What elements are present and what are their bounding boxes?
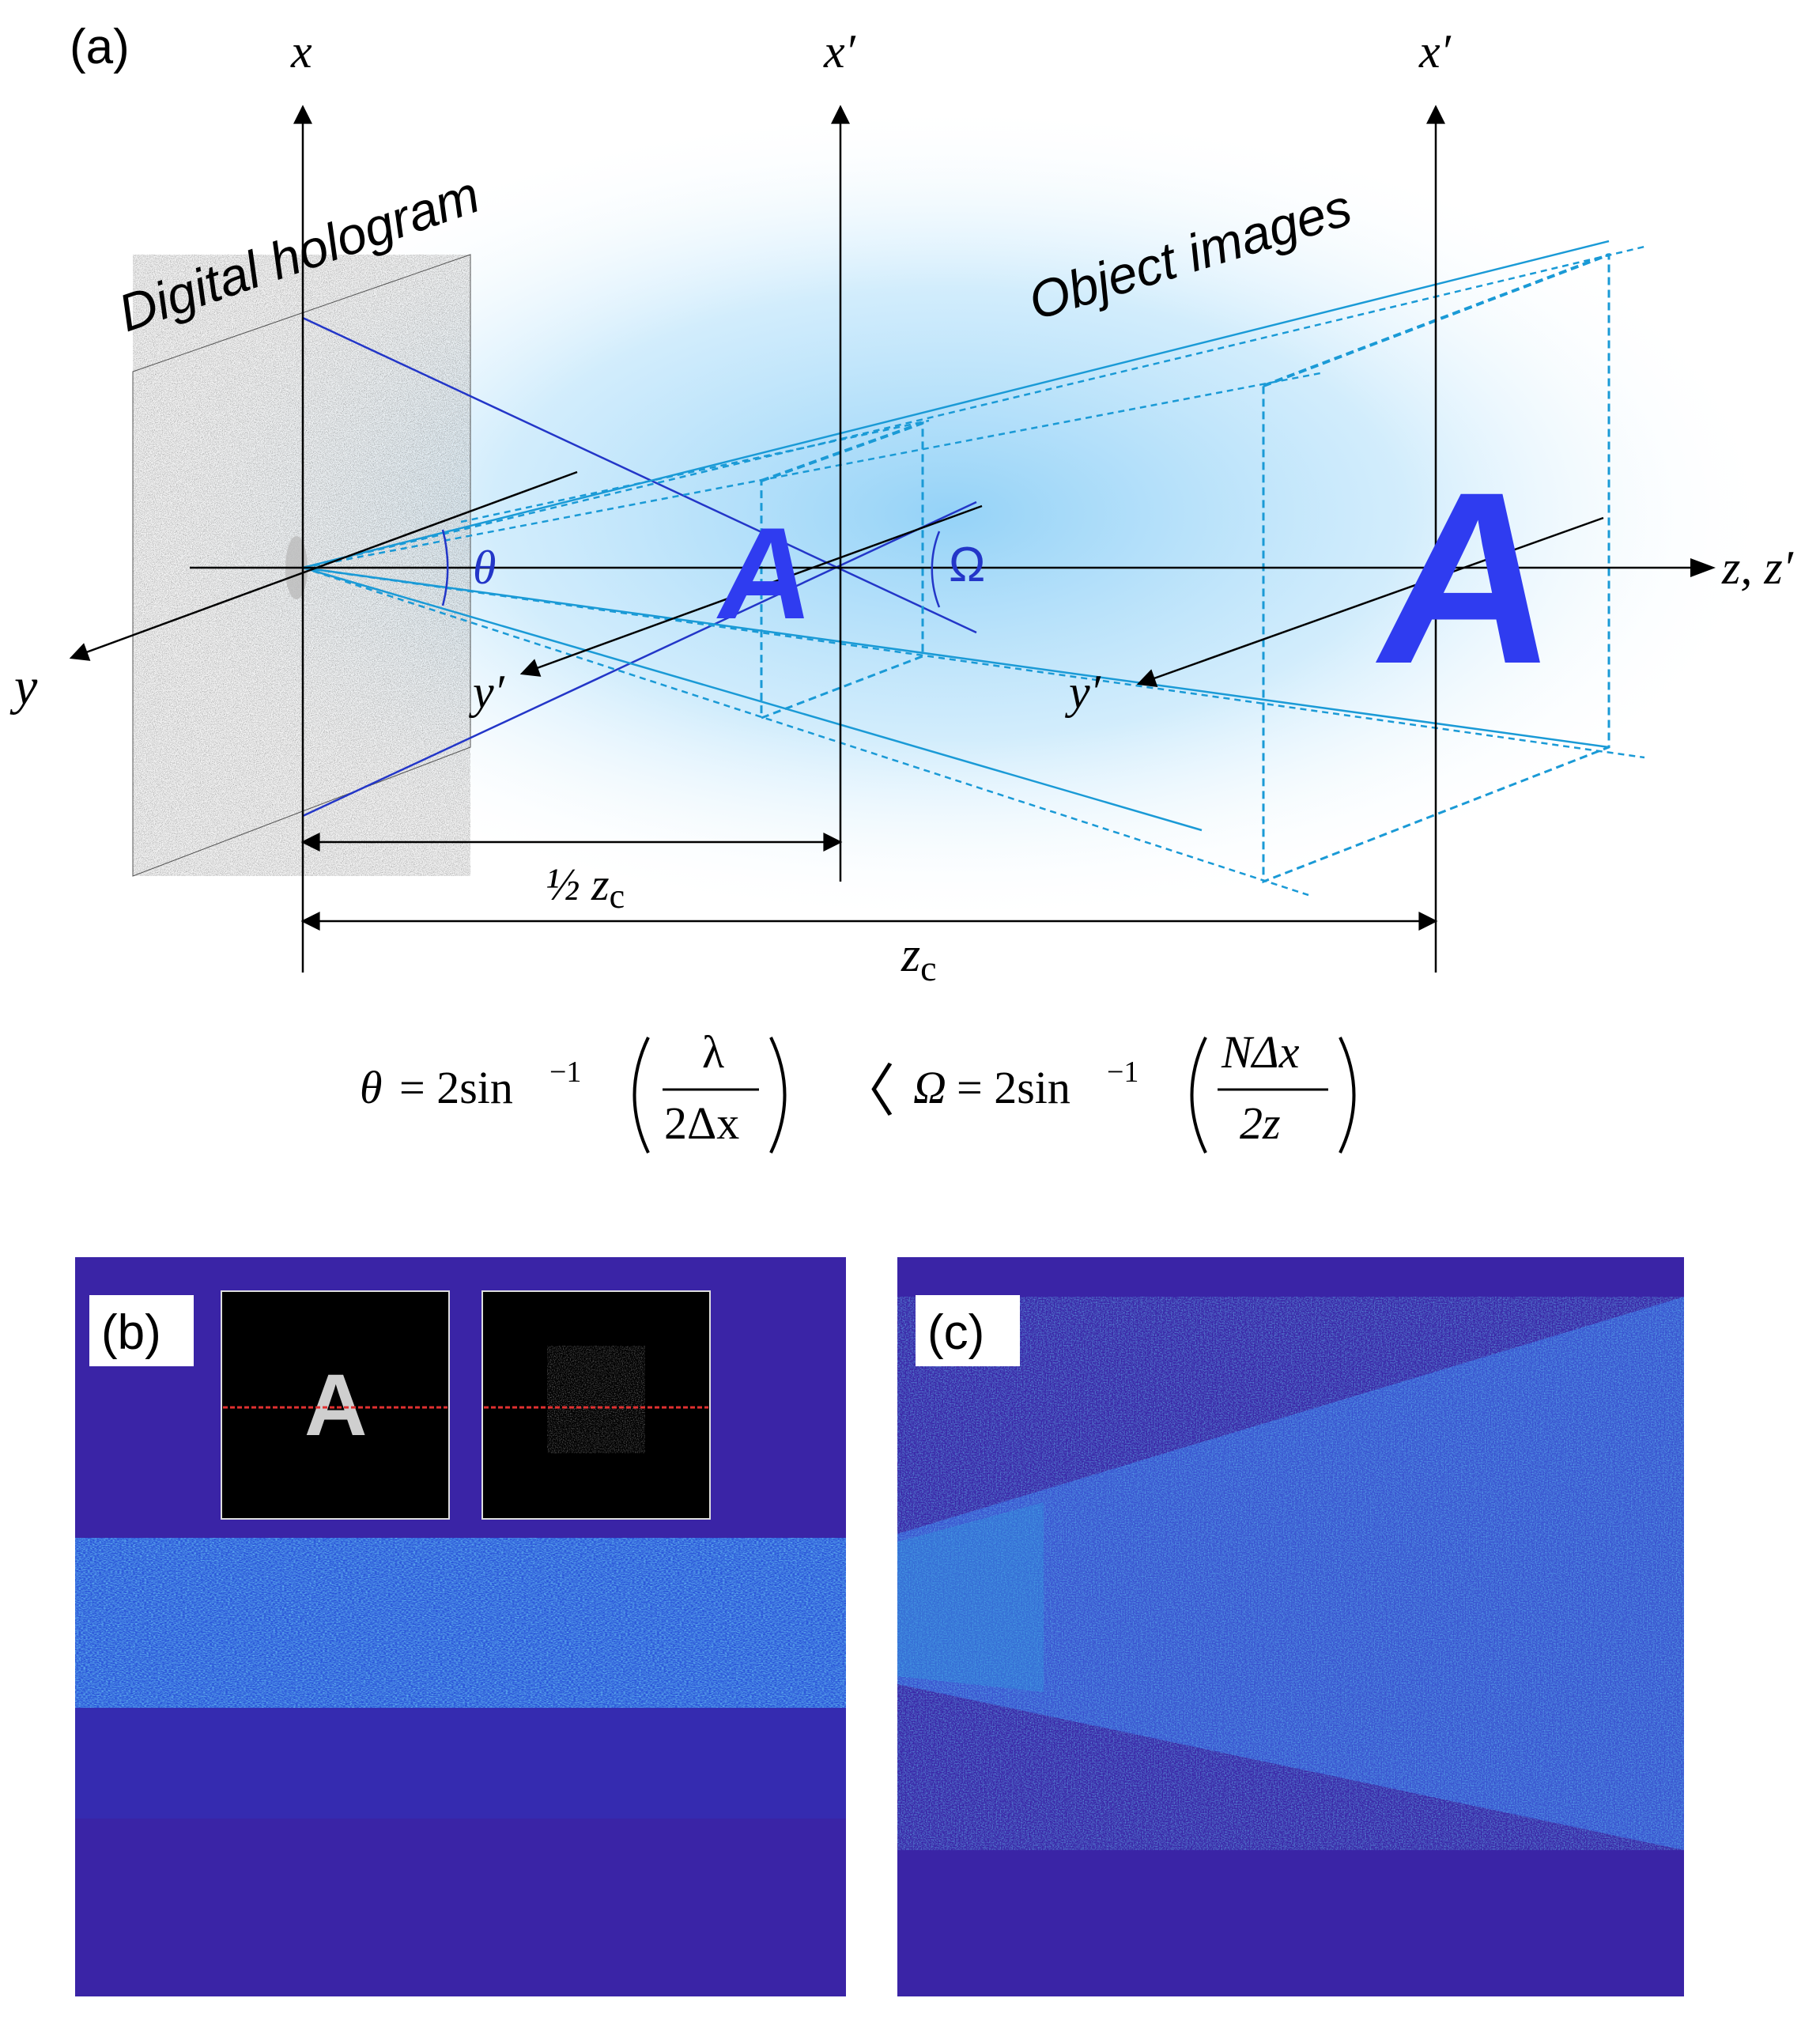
formula-paren-l2 bbox=[1190, 1037, 1207, 1154]
x-prime-axis-label-2: x′ bbox=[1418, 25, 1452, 77]
theta-label: θ bbox=[473, 542, 496, 594]
hologram-border bbox=[132, 254, 471, 877]
y-prime-axis-label-2: y′ bbox=[1064, 666, 1101, 718]
formula-less: 〈 bbox=[838, 1060, 895, 1124]
omega-arc bbox=[931, 531, 941, 608]
formula-den1: 2Δx bbox=[664, 1097, 739, 1149]
panel-c-label: (c) bbox=[927, 1305, 984, 1360]
z-axis-label: z, z′ bbox=[1721, 542, 1794, 594]
formula-num2: NΔx bbox=[1221, 1026, 1300, 1078]
image-box-half bbox=[760, 421, 924, 720]
panel-b-label-box bbox=[89, 1295, 194, 1366]
y-prime-axis-label: y′ bbox=[468, 666, 505, 718]
panel-a: (a) Digital hologram Object images bbox=[9, 20, 1794, 988]
panel-b-beam-texture bbox=[75, 1538, 846, 1708]
inset-focused bbox=[221, 1290, 450, 1520]
formula-sup2: −1 bbox=[1107, 1056, 1138, 1089]
formula-paren-r1 bbox=[769, 1037, 787, 1154]
axes bbox=[69, 104, 1692, 973]
formula: θ = 2sin −1 λ 2Δx 〈 Ω = 2sin −1 NΔx 2z bbox=[360, 1026, 1356, 1154]
dim-half-label: ½ zc bbox=[546, 859, 625, 916]
y-prime-axis-line-2 bbox=[1136, 516, 1604, 688]
formula-sup1: −1 bbox=[549, 1056, 581, 1089]
y-axis-line bbox=[69, 470, 578, 661]
formula-paren-r2 bbox=[1339, 1037, 1356, 1154]
theta-arc bbox=[441, 529, 449, 606]
omega-label: Ω bbox=[949, 538, 985, 592]
panel-c-cone-texture bbox=[897, 1297, 1684, 1850]
formula-paren-l1 bbox=[632, 1037, 650, 1154]
panel-b-label: (b) bbox=[101, 1305, 161, 1360]
panel-c: (c) bbox=[897, 1257, 1684, 1996]
panel-b-lower-haze bbox=[75, 1708, 846, 1819]
formula-theta: θ bbox=[360, 1062, 383, 1113]
formula-num1: λ bbox=[702, 1026, 724, 1078]
object-letter-a-small: A bbox=[709, 501, 824, 647]
formula-eq2: = 2sin bbox=[957, 1062, 1070, 1113]
object-letter-a-large: A bbox=[1362, 441, 1578, 715]
x-prime-axis-label: x′ bbox=[823, 25, 856, 77]
panel-b: (b) A bbox=[75, 1257, 846, 1996]
x-axis-label: x bbox=[290, 25, 312, 77]
z-arrowhead bbox=[1690, 558, 1716, 577]
panel-c-apex-glow bbox=[897, 1502, 1044, 1692]
inset-letter-a: A bbox=[304, 1357, 367, 1454]
dashed-rays bbox=[302, 245, 1645, 897]
formula-den2: 2z bbox=[1240, 1097, 1281, 1149]
formula-omega: Ω bbox=[913, 1062, 946, 1113]
inset-defocused-blob bbox=[547, 1346, 645, 1453]
y-prime-axis-line bbox=[519, 504, 983, 677]
panel-a-label: (a) bbox=[70, 20, 130, 74]
formula-eq1: = 2sin bbox=[399, 1062, 513, 1113]
light-rays bbox=[302, 240, 1610, 832]
dim-full-label: zc bbox=[901, 928, 937, 988]
y-axis-label: y bbox=[9, 658, 38, 716]
panel-c-label-box bbox=[916, 1295, 1020, 1366]
hologram-rays bbox=[302, 316, 977, 818]
